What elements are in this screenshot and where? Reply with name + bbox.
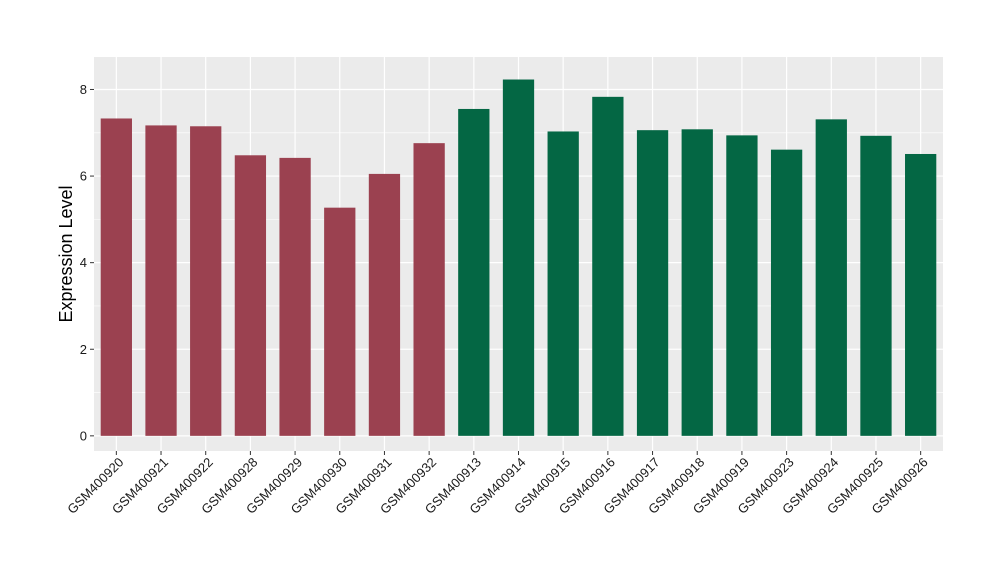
bar-GSM400918 [681, 129, 713, 436]
y-axis: 0 2 4 6 8 [80, 82, 94, 443]
y-tick-label: 8 [80, 82, 87, 97]
bar-GSM400932 [413, 143, 445, 436]
bar-GSM400921 [145, 125, 177, 436]
bar-GSM400931 [368, 173, 401, 436]
bar-GSM400913 [458, 108, 490, 436]
bar-GSM400923 [770, 149, 803, 436]
bar-GSM400930 [324, 207, 356, 436]
bar-GSM400929 [279, 157, 311, 436]
y-tick-label: 0 [80, 428, 87, 443]
bar-GSM400915 [547, 131, 579, 436]
bar-GSM400916 [592, 96, 624, 436]
bar-GSM400922 [190, 126, 222, 436]
bar-GSM400925 [860, 135, 892, 436]
bar-GSM400914 [502, 79, 535, 436]
bars [100, 79, 937, 436]
bar-GSM400919 [726, 135, 758, 436]
y-tick-label: 2 [80, 342, 87, 357]
bar-GSM400917 [636, 130, 669, 436]
bar-GSM400920 [100, 118, 132, 436]
x-axis: GSM400920GSM400921GSM400922GSM400928GSM4… [64, 451, 931, 517]
y-axis-title: Expression Level [56, 185, 76, 322]
bar-GSM400928 [234, 155, 267, 436]
bar-GSM400926 [905, 153, 937, 436]
y-tick-label: 6 [80, 169, 87, 184]
y-tick-label: 4 [80, 255, 87, 270]
bar-GSM400924 [815, 119, 847, 436]
